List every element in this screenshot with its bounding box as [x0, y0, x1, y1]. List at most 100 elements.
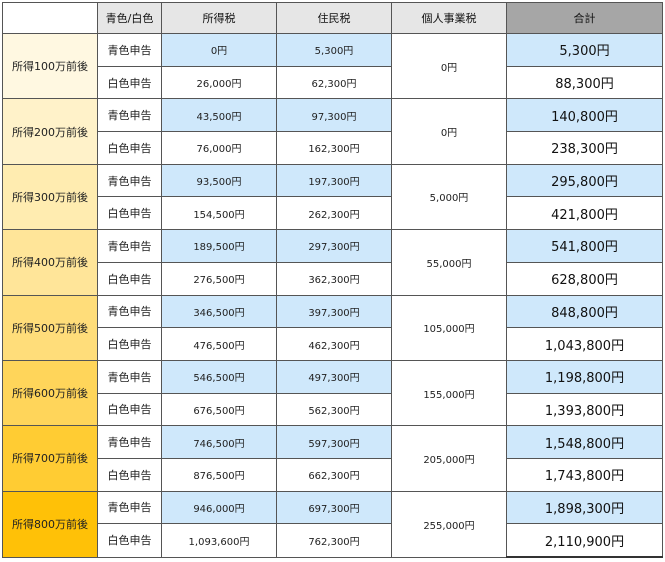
resident-tax-cell: 762,300円 [276, 523, 392, 558]
income-tax-cell: 189,500円 [161, 229, 277, 263]
total-cell: 88,300円 [506, 65, 663, 100]
business-tax-cell: 155,000円 [391, 359, 507, 427]
income-bracket-label: 所得300万前後 [2, 163, 98, 231]
total-cell: 1,898,300円 [506, 490, 663, 525]
total-cell: 1,548,800円 [506, 425, 663, 459]
resident-tax-cell: 62,300円 [276, 65, 392, 100]
filing-type-cell: 白色申告 [97, 523, 162, 558]
resident-tax-cell: 197,300円 [276, 163, 392, 198]
total-cell: 5,300円 [506, 33, 663, 67]
table-row: 所得600万前後 青色申告 546,500円 497,300円 155,000円 1,19… [2, 359, 663, 427]
resident-tax-cell: 697,300円 [276, 490, 392, 525]
table-row: 白色申告 76,000円 162,300円 238,300円 [3, 131, 663, 165]
table-row: 白色申告 26,000円 62,300円 88,300円 [3, 65, 663, 100]
income-bracket-label: 所得600万前後 [2, 359, 98, 427]
table-row: 白色申告 154,500円 262,300円 421,800円 [3, 196, 663, 231]
resident-tax-cell: 297,300円 [276, 229, 392, 263]
income-bracket-label: 所得500万前後 [2, 294, 98, 361]
table-row: 所得800万前後 青色申告 946,000円 697,300円 255,000円 1,89… [2, 490, 663, 558]
income-tax-cell: 93,500円 [161, 163, 277, 198]
total-cell: 1,393,800円 [506, 392, 663, 427]
total-cell: 1,743,800円 [506, 457, 663, 492]
total-cell: 295,800円 [506, 163, 663, 198]
resident-tax-cell: 662,300円 [276, 457, 392, 492]
filing-type-cell: 白色申告 [97, 392, 162, 427]
income-tax-cell: 43,500円 [161, 98, 277, 133]
income-tax-cell: 476,500円 [161, 327, 277, 361]
filing-type-cell: 青色申告 [97, 359, 162, 394]
total-cell: 848,800円 [506, 294, 663, 329]
income-bracket-label: 所得200万前後 [2, 98, 98, 165]
business-tax-cell: 5,000円 [391, 163, 507, 231]
table-row: 白色申告 1,093,600円 762,300円 2,110,900円 [3, 523, 663, 559]
table-row: 白色申告 476,500円 462,300円 1,043,800円 [3, 327, 663, 361]
income-tax-cell: 154,500円 [161, 196, 277, 231]
filing-type-cell: 青色申告 [97, 163, 162, 198]
table-row: 所得300万前後 青色申告 93,500円 197,300円 5,000円 295,800… [2, 163, 663, 231]
table-row: 所得400万前後 青色申告 189,500円 297,300円 55,000円 541,8… [2, 229, 663, 296]
resident-tax-cell: 97,300円 [276, 98, 392, 133]
filing-type-cell: 白色申告 [97, 457, 162, 492]
filing-type-cell: 青色申告 [97, 33, 162, 67]
header-row: 青色/白色 所得税 住民税 個人事業税 合計 [2, 2, 663, 34]
resident-tax-cell: 162,300円 [276, 131, 392, 165]
income-tax-cell: 346,500円 [161, 294, 277, 329]
table-row: 白色申告 676,500円 562,300円 1,393,800円 [3, 392, 663, 427]
business-tax-cell: 205,000円 [391, 425, 507, 492]
resident-tax-cell: 362,300円 [276, 261, 392, 296]
filing-type-cell: 青色申告 [97, 425, 162, 459]
header-type: 青色/白色 [97, 2, 162, 34]
total-cell: 628,800円 [506, 261, 663, 296]
filing-type-cell: 白色申告 [97, 327, 162, 361]
income-bracket-label: 所得400万前後 [2, 229, 98, 296]
resident-tax-cell: 497,300円 [276, 359, 392, 394]
resident-tax-cell: 5,300円 [276, 33, 392, 67]
business-tax-cell: 105,000円 [391, 294, 507, 361]
total-cell: 1,198,800円 [506, 359, 663, 394]
income-bracket-label: 所得100万前後 [2, 32, 98, 100]
filing-type-cell: 白色申告 [97, 196, 162, 231]
header-corner [2, 2, 98, 34]
business-tax-cell: 255,000円 [391, 490, 507, 558]
income-tax-cell: 0円 [161, 33, 277, 67]
table-row: 白色申告 276,500円 362,300円 628,800円 [3, 261, 663, 296]
filing-type-cell: 青色申告 [97, 490, 162, 525]
filing-type-cell: 青色申告 [97, 294, 162, 329]
income-tax-cell: 546,500円 [161, 359, 277, 394]
filing-type-cell: 白色申告 [97, 131, 162, 165]
total-cell: 541,800円 [506, 229, 663, 263]
total-cell: 238,300円 [506, 131, 663, 165]
total-cell: 2,110,900円 [506, 523, 663, 559]
filing-type-cell: 青色申告 [97, 229, 162, 263]
total-cell: 1,043,800円 [506, 327, 663, 361]
filing-type-cell: 白色申告 [97, 261, 162, 296]
filing-type-cell: 青色申告 [97, 98, 162, 133]
business-tax-cell: 0円 [391, 98, 507, 165]
table-row: 所得500万前後 青色申告 346,500円 397,300円 105,000円 848,… [2, 294, 663, 361]
income-tax-cell: 676,500円 [161, 392, 277, 427]
income-bracket-label: 所得700万前後 [2, 425, 98, 492]
income-tax-cell: 876,500円 [161, 457, 277, 492]
resident-tax-cell: 397,300円 [276, 294, 392, 329]
business-tax-cell: 0円 [391, 32, 507, 100]
total-cell: 140,800円 [506, 98, 663, 133]
resident-tax-cell: 462,300円 [276, 327, 392, 361]
header-business-tax: 個人事業税 [391, 2, 507, 34]
resident-tax-cell: 262,300円 [276, 196, 392, 231]
income-tax-cell: 276,500円 [161, 261, 277, 296]
business-tax-cell: 55,000円 [391, 229, 507, 296]
header-total: 合計 [506, 2, 663, 34]
filing-type-cell: 白色申告 [97, 65, 162, 100]
table-row: 所得200万前後 青色申告 43,500円 97,300円 0円 140,800円 [2, 98, 663, 165]
income-bracket-label: 所得800万前後 [2, 490, 98, 558]
income-tax-cell: 76,000円 [161, 131, 277, 165]
resident-tax-cell: 562,300円 [276, 392, 392, 427]
income-tax-cell: 946,000円 [161, 490, 277, 525]
income-tax-cell: 1,093,600円 [161, 523, 277, 558]
table-body: 所得100万前後 青色申告 0円 5,300円 0円 5,300円 白色申告 26,000円 6… [2, 32, 663, 559]
income-tax-cell: 746,500円 [161, 425, 277, 459]
header-income-tax: 所得税 [161, 2, 277, 34]
table-row: 所得100万前後 青色申告 0円 5,300円 0円 5,300円 [2, 32, 663, 100]
income-tax-cell: 26,000円 [161, 65, 277, 100]
